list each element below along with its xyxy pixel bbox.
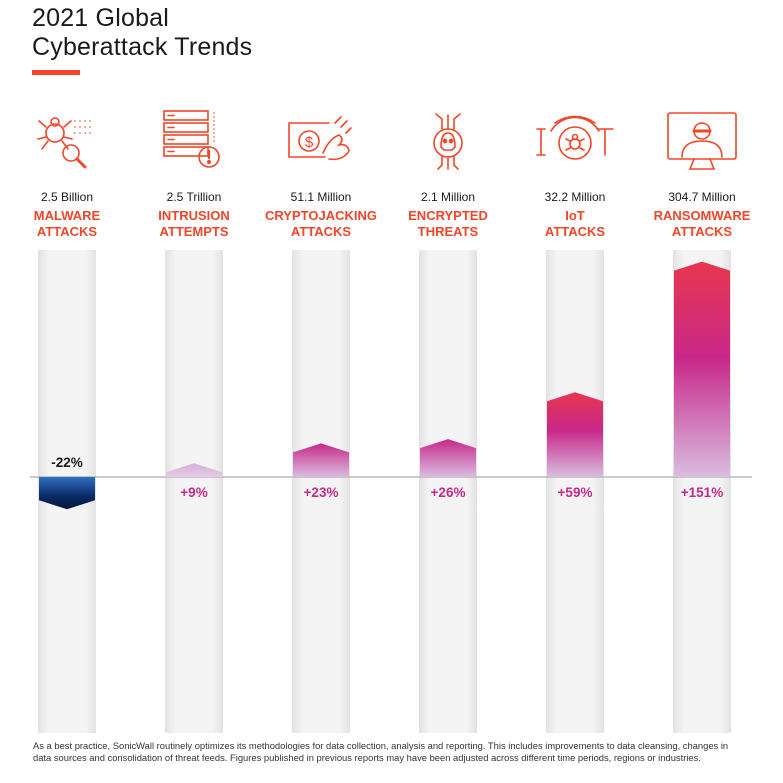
category-label-line-1: IoT xyxy=(565,208,585,223)
category-volume: 2.1 Million xyxy=(421,190,475,204)
category-volume: 51.1 Million xyxy=(291,190,352,204)
category-label-line-2: ATTACKS xyxy=(291,224,352,239)
bar-track xyxy=(165,250,223,733)
category-label-line-2: ATTACKS xyxy=(672,224,733,239)
category-volume: 32.2 Million xyxy=(545,190,606,204)
bar xyxy=(293,443,349,477)
value-label: -22% xyxy=(51,455,83,470)
value-label: +151% xyxy=(681,485,723,500)
crypto-coin-hand-icon: $ xyxy=(288,116,352,161)
bar xyxy=(39,477,95,510)
ransomware-hacker-icon xyxy=(667,112,737,170)
category-label-line-1: CRYPTOJACKING xyxy=(265,208,377,223)
category-volume: 2.5 Billion xyxy=(41,190,93,204)
value-label: +59% xyxy=(558,485,593,500)
svg-text:$: $ xyxy=(305,134,314,151)
bar-track xyxy=(419,250,477,733)
bar xyxy=(674,261,730,477)
bar xyxy=(166,463,222,477)
chart-title: 2021 Global Cyberattack Trends xyxy=(32,4,252,62)
encrypted-skull-icon xyxy=(433,113,463,170)
category-label-line-1: ENCRYPTED xyxy=(408,208,488,223)
category-volume: 304.7 Million xyxy=(668,190,735,204)
bar-track xyxy=(292,250,350,733)
category-label-line-2: ATTACKS xyxy=(545,224,606,239)
title-line-2: Cyberattack Trends xyxy=(32,33,253,61)
bar-track xyxy=(546,250,604,733)
value-label: +9% xyxy=(180,485,207,500)
category-label-line-2: ATTEMPTS xyxy=(159,224,228,239)
bar xyxy=(420,439,476,477)
category-label-line-1: MALWARE xyxy=(34,208,101,223)
category-label-line-2: THREATS xyxy=(418,224,479,239)
bar xyxy=(547,392,603,477)
malware-bug-icon xyxy=(37,117,91,169)
category-label-line-1: RANSOMWARE xyxy=(654,208,751,223)
title-accent-rule xyxy=(32,70,80,75)
value-label: +26% xyxy=(431,485,466,500)
category-volume: 2.5 Trillion xyxy=(167,190,222,204)
server-alert-icon xyxy=(163,110,220,168)
category-label-line-1: INTRUSION xyxy=(158,208,230,223)
iot-bug-icon xyxy=(536,115,614,160)
footnote: As a best practice, SonicWall routinely … xyxy=(33,740,729,763)
category-label-line-2: ATTACKS xyxy=(37,224,98,239)
title-line-1: 2021 Global xyxy=(32,4,170,32)
value-label: +23% xyxy=(304,485,339,500)
